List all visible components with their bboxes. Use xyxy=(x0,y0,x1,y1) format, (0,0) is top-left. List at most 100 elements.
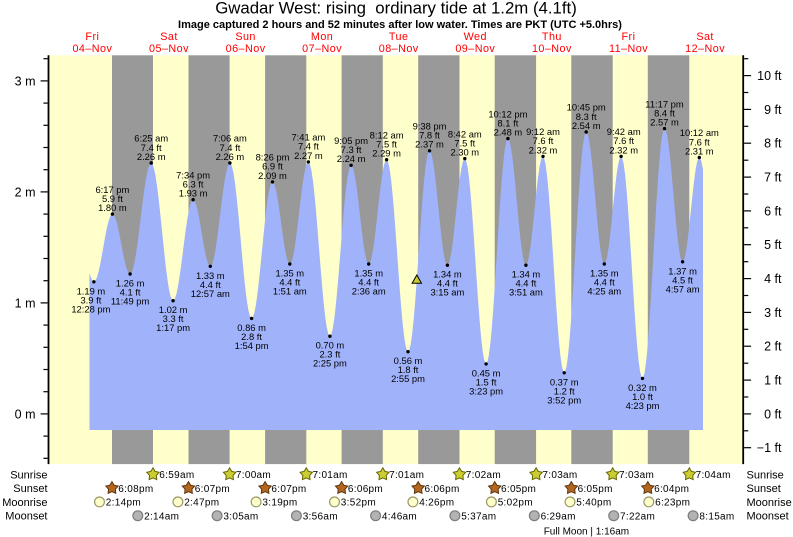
svg-text:4.4 ft: 4.4 ft xyxy=(200,279,221,290)
svg-text:7.6 ft: 7.6 ft xyxy=(533,135,554,146)
svg-text:2.30 m: 2.30 m xyxy=(450,147,479,158)
svg-text:Sunset: Sunset xyxy=(747,483,781,495)
svg-text:3:05am: 3:05am xyxy=(223,512,258,523)
svg-text:Tue: Tue xyxy=(389,31,409,43)
svg-text:2:36 am: 2:36 am xyxy=(352,286,386,297)
svg-text:7.6 ft: 7.6 ft xyxy=(689,136,710,147)
svg-text:Sunrise: Sunrise xyxy=(747,469,784,481)
svg-text:7:34 pm: 7:34 pm xyxy=(176,169,210,180)
svg-text:10:12 am: 10:12 am xyxy=(680,127,719,138)
svg-text:2.8 ft: 2.8 ft xyxy=(241,331,262,342)
svg-text:6:25 am: 6:25 am xyxy=(134,133,168,144)
svg-text:8.3 ft: 8.3 ft xyxy=(576,111,597,122)
svg-text:3 ft: 3 ft xyxy=(764,306,782,320)
svg-text:9:42 am: 9:42 am xyxy=(607,126,641,137)
svg-text:4.4 ft: 4.4 ft xyxy=(437,278,458,289)
svg-text:11–Nov: 11–Nov xyxy=(609,43,648,55)
svg-text:Wed: Wed xyxy=(464,31,487,43)
svg-text:7.4 ft: 7.4 ft xyxy=(141,142,162,153)
svg-text:6.9 ft: 6.9 ft xyxy=(262,161,283,172)
svg-text:4.4 ft: 4.4 ft xyxy=(279,277,300,288)
svg-text:8:42 am: 8:42 am xyxy=(448,128,482,139)
svg-text:2.54 m: 2.54 m xyxy=(572,120,601,131)
svg-text:2.37 m: 2.37 m xyxy=(415,139,444,150)
svg-text:6:07pm: 6:07pm xyxy=(195,484,230,495)
svg-text:2.32 m: 2.32 m xyxy=(529,144,558,155)
svg-text:8:26 pm: 8:26 pm xyxy=(256,152,290,163)
svg-text:1.02 m: 1.02 m xyxy=(159,304,188,315)
svg-text:9:05 pm: 9:05 pm xyxy=(334,135,368,146)
svg-text:3:19pm: 3:19pm xyxy=(262,498,297,509)
svg-text:4.4 ft: 4.4 ft xyxy=(358,277,379,288)
svg-text:4.5 ft: 4.5 ft xyxy=(672,274,693,285)
svg-text:6.3 ft: 6.3 ft xyxy=(183,179,204,190)
svg-text:Image captured 2 hours and 52: Image captured 2 hours and 52 minutes af… xyxy=(178,19,622,31)
svg-text:4.4 ft: 4.4 ft xyxy=(515,278,536,289)
svg-text:11:49 pm: 11:49 pm xyxy=(111,296,150,307)
svg-text:7:06 am: 7:06 am xyxy=(213,133,247,144)
svg-text:8.4 ft: 8.4 ft xyxy=(654,107,675,118)
svg-text:6:59am: 6:59am xyxy=(159,470,194,481)
svg-text:1:54 pm: 1:54 pm xyxy=(235,340,269,351)
svg-text:7.8 ft: 7.8 ft xyxy=(419,130,440,141)
svg-text:4:26pm: 4:26pm xyxy=(419,498,454,509)
svg-text:0.37 m: 0.37 m xyxy=(550,376,579,387)
svg-text:4:23 pm: 4:23 pm xyxy=(626,400,660,411)
svg-text:7:03am: 7:03am xyxy=(619,470,654,481)
svg-text:7 ft: 7 ft xyxy=(764,171,782,185)
svg-text:Fri: Fri xyxy=(85,31,99,43)
svg-text:4:46am: 4:46am xyxy=(382,512,417,523)
svg-text:Sat: Sat xyxy=(160,31,178,43)
svg-text:7.4 ft: 7.4 ft xyxy=(298,141,319,152)
svg-text:6 ft: 6 ft xyxy=(764,204,782,218)
svg-text:4:25 am: 4:25 am xyxy=(587,286,621,297)
svg-text:4 ft: 4 ft xyxy=(764,272,782,286)
svg-text:4.1 ft: 4.1 ft xyxy=(120,287,141,298)
svg-text:7.6 ft: 7.6 ft xyxy=(613,135,634,146)
svg-text:1.5 ft: 1.5 ft xyxy=(476,376,497,387)
svg-text:Sun: Sun xyxy=(235,31,256,43)
svg-text:11:17 pm: 11:17 pm xyxy=(645,98,684,109)
svg-text:10:12 pm: 10:12 pm xyxy=(488,108,527,119)
svg-text:6:08pm: 6:08pm xyxy=(118,484,153,495)
svg-text:1.34 m: 1.34 m xyxy=(512,269,541,280)
svg-text:04–Nov: 04–Nov xyxy=(72,43,112,55)
svg-text:7.5 ft: 7.5 ft xyxy=(454,137,475,148)
svg-text:0.56 m: 0.56 m xyxy=(394,355,423,366)
svg-text:6:23pm: 6:23pm xyxy=(655,498,690,509)
svg-text:2 m: 2 m xyxy=(15,185,36,199)
svg-text:4.4 ft: 4.4 ft xyxy=(594,277,615,288)
svg-text:0 ft: 0 ft xyxy=(764,407,782,421)
svg-text:3:52pm: 3:52pm xyxy=(341,498,376,509)
svg-text:Moonset: Moonset xyxy=(5,511,47,523)
svg-text:2:14am: 2:14am xyxy=(144,512,179,523)
svg-text:10–Nov: 10–Nov xyxy=(532,43,572,55)
svg-text:8:15am: 8:15am xyxy=(699,512,734,523)
svg-text:0 m: 0 m xyxy=(15,407,36,421)
svg-text:5.9 ft: 5.9 ft xyxy=(102,193,123,204)
svg-text:7.3 ft: 7.3 ft xyxy=(341,144,362,155)
svg-text:1.93 m: 1.93 m xyxy=(179,188,208,199)
svg-text:9:38 pm: 9:38 pm xyxy=(413,121,447,132)
svg-text:3:23 pm: 3:23 pm xyxy=(469,385,503,396)
svg-text:06–Nov: 06–Nov xyxy=(226,43,266,55)
svg-text:4:57 am: 4:57 am xyxy=(666,283,700,294)
svg-text:10 ft: 10 ft xyxy=(757,69,782,83)
svg-text:2.29 m: 2.29 m xyxy=(372,148,401,159)
svg-text:0.86 m: 0.86 m xyxy=(237,322,266,333)
svg-text:8.1 ft: 8.1 ft xyxy=(497,117,518,128)
svg-text:1.35 m: 1.35 m xyxy=(590,268,619,279)
svg-text:08–Nov: 08–Nov xyxy=(379,43,419,55)
svg-text:5:02pm: 5:02pm xyxy=(498,498,533,509)
svg-text:3.3 ft: 3.3 ft xyxy=(163,313,184,324)
svg-text:3 m: 3 m xyxy=(15,74,36,88)
svg-text:5:37am: 5:37am xyxy=(461,512,496,523)
svg-text:8 ft: 8 ft xyxy=(764,137,782,151)
svg-text:07–Nov: 07–Nov xyxy=(302,43,342,55)
svg-text:6:29am: 6:29am xyxy=(541,512,576,523)
svg-text:0.70 m: 0.70 m xyxy=(316,340,345,351)
svg-text:1.34 m: 1.34 m xyxy=(433,269,462,280)
svg-text:3.9 ft: 3.9 ft xyxy=(80,294,101,305)
svg-text:1.26 m: 1.26 m xyxy=(116,278,145,289)
svg-text:Full Moon | 1:16am: Full Moon | 1:16am xyxy=(544,526,629,537)
